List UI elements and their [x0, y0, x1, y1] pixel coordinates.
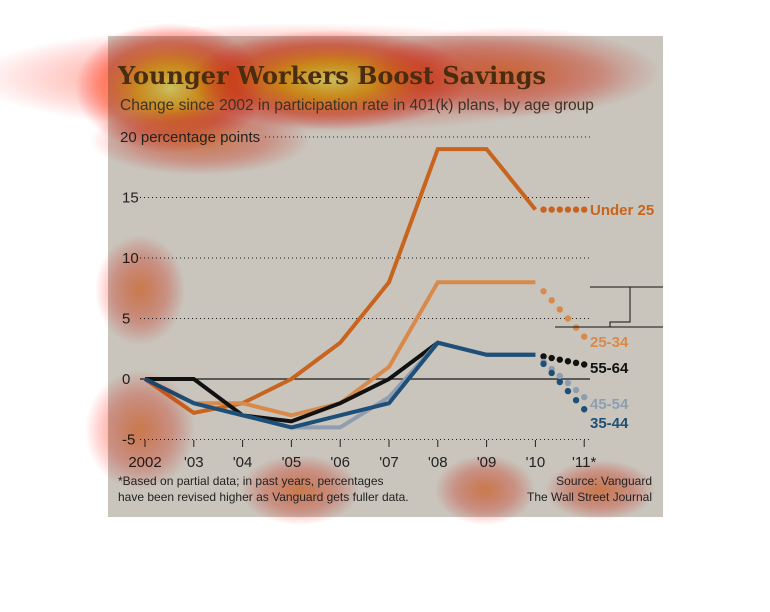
series-dot-under-25-6	[581, 206, 588, 213]
series-dot-45-54-3	[556, 372, 563, 380]
chart-title: Younger Workers Boost Savings	[117, 61, 546, 90]
series-dot-55-64-2	[548, 354, 555, 362]
y-axis-label: 20 percentage points	[120, 129, 260, 146]
x-tick-2: '04	[233, 454, 253, 471]
footnote-line-1: *Based on partial data; in past years, p…	[118, 474, 384, 488]
gridlines	[140, 136, 590, 440]
series-dot-25-34-2	[548, 297, 555, 304]
x-tick-5: '07	[379, 454, 399, 471]
series-label-45-54: 45-54	[590, 396, 629, 413]
source-line-1: Source: Vanguard	[556, 474, 652, 488]
x-tick-1: '03	[184, 454, 204, 471]
x-tick-6: '08	[428, 454, 448, 471]
series-dot-35-44-5	[572, 396, 580, 404]
series-dot-35-44-3	[556, 378, 563, 386]
source-line-2: The Wall Street Journal	[527, 490, 652, 504]
bracket-annotation	[555, 286, 663, 328]
series-label-35-44: 35-44	[590, 415, 629, 432]
series-dot-25-34-5	[572, 324, 580, 331]
series-dot-under-25-2	[548, 206, 555, 213]
series-dot-35-44-6	[581, 406, 588, 413]
y-tick-15: 15	[122, 190, 139, 207]
series-dot-under-25-4	[564, 206, 572, 213]
series-dot-55-64-4	[564, 358, 572, 365]
series-dot-25-34-6	[581, 333, 588, 340]
series-dot-55-64-1	[540, 353, 547, 360]
series-dot-55-64-3	[556, 356, 563, 363]
series-dot-55-64-6	[581, 361, 588, 368]
series-dot-under-25-1	[540, 206, 547, 213]
x-tick-8: '10	[526, 454, 546, 471]
series-dot-under-25-3	[556, 206, 563, 213]
series-dot-35-44-1	[540, 360, 547, 368]
series-dot-35-44-2	[548, 369, 555, 377]
series-dot-under-25-5	[572, 206, 580, 213]
chart-subtitle: Change since 2002 in participation rate …	[120, 97, 594, 114]
series-labels: Under 25 25-34 55-64 45-54 35-44	[590, 202, 654, 432]
series-label-55-64: 55-64	[590, 360, 629, 377]
heatmap-overlay	[0, 23, 660, 525]
series-line-under-25	[143, 147, 537, 416]
series-dot-45-54-6	[581, 393, 588, 401]
series-dot-55-64-5	[572, 359, 580, 367]
series-lines	[143, 147, 588, 430]
series-dot-45-54-5	[572, 386, 580, 394]
footnote-line-2: have been revised higher as Vanguard get…	[118, 490, 409, 504]
series-dot-25-34-4	[564, 315, 572, 322]
series-line-35-44	[144, 340, 536, 430]
series-label-under-25: Under 25	[590, 202, 654, 219]
series-dot-25-34-3	[556, 306, 563, 313]
series-label-25-34: 25-34	[590, 334, 629, 351]
series-dot-45-54-4	[564, 379, 572, 387]
series-dot-25-34-1	[540, 288, 547, 295]
series-dot-35-44-4	[564, 387, 572, 395]
